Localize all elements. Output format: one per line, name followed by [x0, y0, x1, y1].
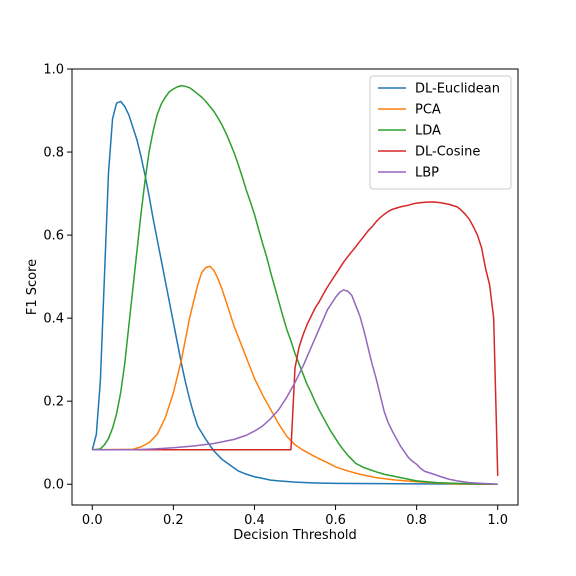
- legend-label-dl-euclidean: DL-Euclidean: [415, 82, 500, 97]
- plot-frame: [71, 68, 519, 506]
- y-tick-label: 0.4: [43, 312, 64, 327]
- series-line-lda: [92, 84, 498, 485]
- y-tick-label: 0.0: [43, 478, 64, 493]
- x-tick-label: 0.2: [163, 513, 184, 528]
- x-axis: 0.0 0.2 0.4 0.6 0.8 1.0: [82, 505, 508, 528]
- legend-label-lda: LDA: [415, 124, 441, 139]
- series-layer: [91, 84, 499, 485]
- x-tick-label: 0.4: [244, 513, 265, 528]
- y-tick-label: 0.8: [43, 146, 64, 161]
- legend: DL-Euclidean PCA LDA DL-Cosine LBP: [369, 75, 512, 190]
- y-tick-label: 0.2: [43, 395, 64, 410]
- x-tick-label: 0.6: [325, 513, 346, 528]
- series-line-lbp: [92, 289, 498, 485]
- x-tick-label: 0.8: [406, 513, 427, 528]
- legend-label-dl-cosine: DL-Cosine: [415, 145, 480, 160]
- legend-label-pca: PCA: [415, 103, 441, 118]
- series-line-pca: [92, 265, 498, 485]
- series-line-dl-cosine: [92, 201, 499, 476]
- y-tick-label: 0.6: [43, 229, 64, 244]
- legend-label-lbp: LBP: [415, 166, 439, 181]
- series-line-dl-euclidean: [91, 100, 498, 485]
- x-axis-label: Decision Threshold: [233, 528, 357, 543]
- y-tick-label: 1.0: [43, 63, 64, 78]
- y-axis: 0.0 0.2 0.4 0.6 0.8 1.0: [43, 63, 72, 493]
- legend-box: [369, 75, 512, 190]
- y-axis-label: F1 Score: [25, 259, 40, 315]
- x-tick-label: 1.0: [487, 513, 508, 528]
- x-tick-label: 0.0: [82, 513, 103, 528]
